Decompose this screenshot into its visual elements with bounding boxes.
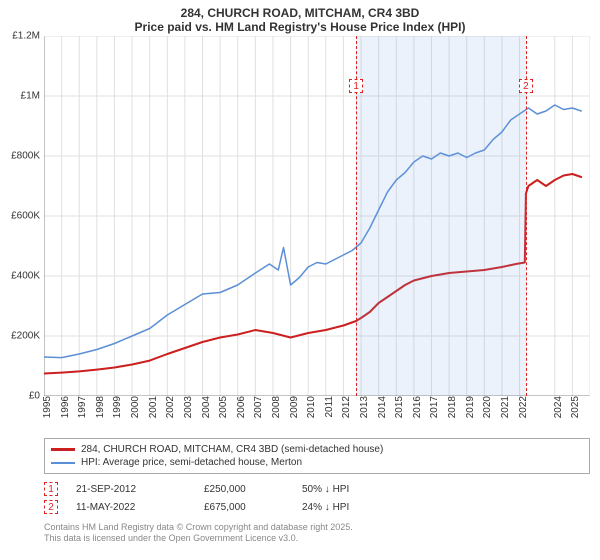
x-tick-label: 2006	[236, 396, 247, 418]
chart-marker-2: 2	[519, 79, 533, 93]
marker-delta-2: 24% ↓ HPI	[302, 502, 412, 513]
x-tick-label: 1997	[77, 396, 88, 418]
x-axis-labels: 1995 1996 1997 1998 1999 2000 2001 2002 2003 2004…	[44, 396, 590, 432]
attribution-line-1: Contains HM Land Registry data © Crown c…	[44, 522, 590, 533]
x-tick-label: 2014	[377, 396, 388, 418]
legend-swatch-1	[51, 448, 75, 451]
marker-table: 1 21-SEP-2012 £250,000 50% ↓ HPI 2 11-MA…	[44, 480, 590, 516]
marker-price-2: £675,000	[204, 502, 284, 513]
y-tick-label: £200K	[11, 331, 44, 342]
x-tick-label: 1995	[42, 396, 53, 418]
marker-badge-2: 2	[44, 500, 58, 514]
x-tick-label: 2012	[341, 396, 352, 418]
x-tick-label: 2009	[289, 396, 300, 418]
legend-item-price-paid: 284, CHURCH ROAD, MITCHAM, CR4 3BD (semi…	[51, 443, 583, 456]
y-tick-label: £800K	[11, 151, 44, 162]
marker-row-1: 1 21-SEP-2012 £250,000 50% ↓ HPI	[44, 480, 590, 498]
x-tick-label: 2001	[148, 396, 159, 418]
legend-label-1: 284, CHURCH ROAD, MITCHAM, CR4 3BD (semi…	[81, 444, 383, 455]
x-tick-label: 2017	[429, 396, 440, 418]
marker-date-1: 21-SEP-2012	[76, 484, 186, 495]
legend-box: 284, CHURCH ROAD, MITCHAM, CR4 3BD (semi…	[44, 438, 590, 474]
x-tick-label: 1999	[112, 396, 123, 418]
chart-marker-1: 1	[349, 79, 363, 93]
y-tick-label: £400K	[11, 271, 44, 282]
x-tick-label: 2015	[394, 396, 405, 418]
legend-item-hpi: HPI: Average price, semi-detached house,…	[51, 456, 583, 469]
attribution-line-2: This data is licensed under the Open Gov…	[44, 533, 590, 544]
chart-plot-area: 12£0£200K£400K£600K£800K£1M£1.2M	[44, 36, 590, 396]
x-tick-label: 2025	[570, 396, 581, 418]
title-line-1: 284, CHURCH ROAD, MITCHAM, CR4 3BD	[0, 6, 600, 20]
attribution-text: Contains HM Land Registry data © Crown c…	[44, 522, 590, 545]
y-tick-label: £1M	[21, 91, 44, 102]
y-tick-label: £600K	[11, 211, 44, 222]
x-tick-label: 2018	[447, 396, 458, 418]
x-tick-label: 2003	[183, 396, 194, 418]
y-tick-label: £1.2M	[12, 31, 44, 42]
marker-date-2: 11-MAY-2022	[76, 502, 186, 513]
x-tick-label: 2022	[518, 396, 529, 418]
x-tick-label: 2011	[324, 396, 335, 418]
marker-row-2: 2 11-MAY-2022 £675,000 24% ↓ HPI	[44, 498, 590, 516]
legend-swatch-2	[51, 462, 75, 464]
x-tick-label: 2024	[553, 396, 564, 418]
chart-title-block: 284, CHURCH ROAD, MITCHAM, CR4 3BD Price…	[0, 0, 600, 36]
legend-label-2: HPI: Average price, semi-detached house,…	[81, 457, 302, 468]
title-line-2: Price paid vs. HM Land Registry's House …	[0, 20, 600, 34]
x-tick-label: 2010	[306, 396, 317, 418]
x-tick-label: 2004	[201, 396, 212, 418]
x-tick-label: 2007	[253, 396, 264, 418]
x-tick-label: 2020	[482, 396, 493, 418]
marker-price-1: £250,000	[204, 484, 284, 495]
x-tick-label: 2013	[359, 396, 370, 418]
shaded-region	[356, 36, 526, 396]
x-tick-label: 2019	[465, 396, 476, 418]
x-tick-label: 2002	[165, 396, 176, 418]
x-tick-label: 1998	[95, 396, 106, 418]
x-tick-label: 2016	[412, 396, 423, 418]
marker-delta-1: 50% ↓ HPI	[302, 484, 412, 495]
x-tick-label: 2021	[500, 396, 511, 418]
x-tick-label: 2000	[130, 396, 141, 418]
x-tick-label: 1996	[60, 396, 71, 418]
x-tick-label: 2008	[271, 396, 282, 418]
marker-badge-1: 1	[44, 482, 58, 496]
x-tick-label: 2005	[218, 396, 229, 418]
